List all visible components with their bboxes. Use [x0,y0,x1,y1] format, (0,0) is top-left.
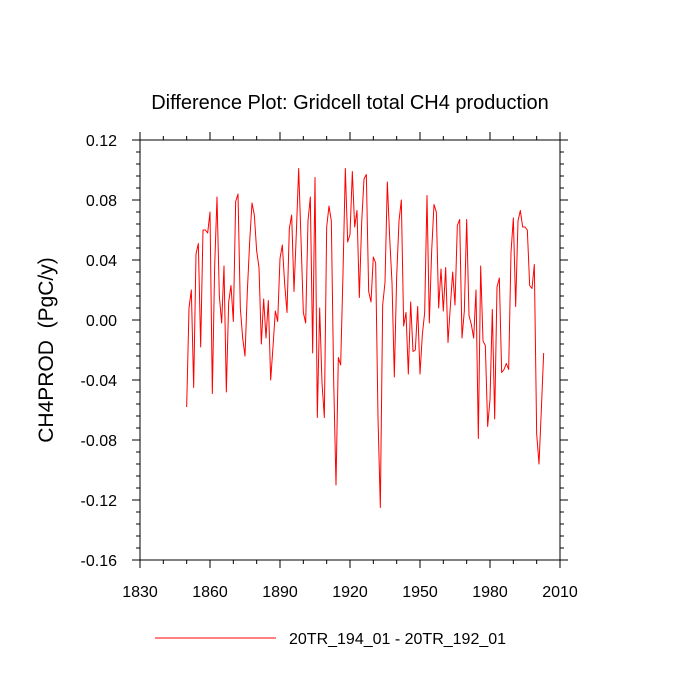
y-tick-label: -0.16 [81,553,118,570]
y-tick-label: 0.04 [86,253,117,270]
x-tick-label: 1920 [332,584,368,601]
y-tick-label: 0.12 [86,133,117,150]
x-tick-label: 2010 [542,584,578,601]
legend: 20TR_194_01 - 20TR_192_01 [155,631,506,648]
legend-label: 20TR_194_01 - 20TR_192_01 [289,631,506,648]
x-tick-label: 1950 [402,584,438,601]
chart-title: Difference Plot: Gridcell total CH4 prod… [151,92,549,114]
x-tick-labels: 1830 1860 1890 1920 1950 1980 2010 [122,584,578,601]
x-tick-label: 1830 [122,584,158,601]
series-line-0 [186,168,545,508]
y-tick-label: -0.04 [81,373,118,390]
plot-frame [139,139,561,561]
series-layer [186,168,545,508]
y-tick-label: 0.08 [86,193,117,210]
y-axis-label: CH4PROD (PgC/y) [35,257,58,443]
y-tick-labels: -0.16 -0.12 -0.08 -0.04 0.00 0.04 0.08 0.12 [81,133,118,570]
y-tick-label: 0.00 [86,313,117,330]
axis-ticks [132,132,568,568]
y-tick-label: -0.08 [81,433,118,450]
x-tick-label: 1890 [262,584,298,601]
x-tick-label: 1860 [192,584,228,601]
x-tick-label: 1980 [472,584,508,601]
y-tick-label: -0.12 [81,493,118,510]
